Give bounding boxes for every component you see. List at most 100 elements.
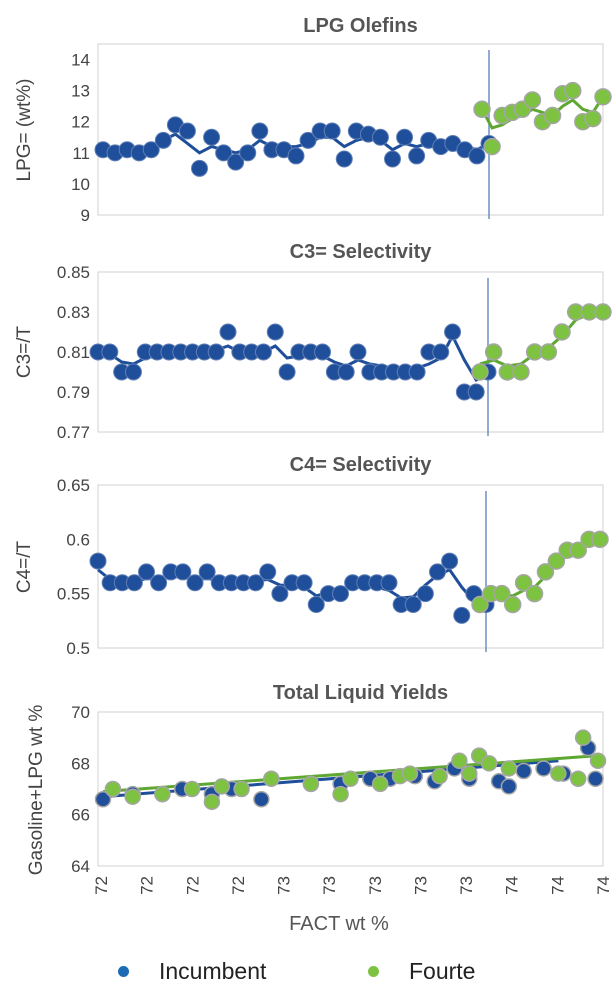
x-tick-label: 72 [229, 876, 248, 895]
y-tick-label: 0.85 [57, 263, 90, 282]
y-tick-label: 70 [71, 703, 90, 722]
data-point-incumbent [150, 574, 168, 592]
x-tick-label: 73 [366, 876, 385, 895]
data-point-incumbent [174, 563, 192, 581]
y-tick-label: 0.55 [57, 585, 90, 604]
data-point-incumbent [299, 131, 317, 149]
data-point-fourte [431, 767, 448, 785]
data-point-fourte [493, 584, 511, 603]
data-point-fourte [263, 770, 280, 787]
data-point-fourte [233, 780, 250, 798]
data-point-fourte [483, 137, 501, 156]
y-tick-label: 66 [71, 806, 90, 825]
data-point-incumbent [138, 563, 155, 581]
y-axis-label: LPG= (wt%) [14, 79, 35, 182]
data-point-fourte [547, 552, 566, 570]
data-point-incumbent [254, 343, 272, 361]
x-tick-label: 72 [92, 876, 111, 895]
data-point-incumbent [259, 563, 277, 581]
data-point-fourte [104, 780, 122, 798]
data-point-incumbent [198, 563, 216, 581]
data-point-fourte [401, 765, 419, 782]
y-tick-label: 0.5 [66, 639, 90, 658]
y-tick-label: 0.65 [57, 476, 90, 495]
y-tick-label: 9 [81, 206, 90, 225]
data-point-incumbent [125, 574, 143, 592]
data-point-incumbent [467, 383, 485, 401]
data-point-fourte [512, 363, 530, 381]
y-axis-label: C3=/T [14, 325, 35, 378]
legend-marker-incumbent [118, 966, 129, 977]
data-point-fourte [503, 595, 522, 614]
y-tick-label: 10 [71, 175, 90, 194]
data-point-fourte [553, 323, 571, 341]
trend-line-fourte [480, 96, 605, 130]
data-point-incumbent [142, 141, 160, 159]
data-point-fourte [523, 91, 542, 109]
data-point-incumbent [266, 323, 284, 341]
x-tick-label: 73 [457, 876, 476, 895]
data-point-incumbent [203, 128, 221, 146]
data-point-incumbent [314, 343, 332, 361]
y-tick-label: 11 [72, 144, 90, 163]
data-point-incumbent [307, 596, 325, 614]
chart-title: Total Liquid Yields [273, 682, 448, 704]
data-point-incumbent [535, 760, 552, 777]
data-point-fourte [154, 785, 171, 803]
data-point-fourte [536, 563, 555, 581]
data-point-incumbent [253, 791, 270, 808]
data-point-incumbent [408, 363, 426, 381]
data-point-incumbent [94, 791, 112, 808]
y-axis-label: Gasoline+LPG wt % [26, 705, 47, 876]
data-point-fourte [594, 303, 612, 321]
data-point-fourte [124, 788, 141, 805]
data-point-incumbent [332, 585, 349, 603]
data-point-incumbent [101, 343, 119, 361]
data-point-incumbent [453, 606, 471, 624]
data-point-fourte [525, 584, 544, 603]
data-point-incumbent [186, 574, 204, 592]
data-point-incumbent [396, 128, 414, 146]
data-point-incumbent [404, 596, 422, 614]
data-point-incumbent [271, 585, 289, 603]
y-tick-label: 0.77 [57, 423, 90, 442]
data-point-incumbent [89, 552, 107, 570]
data-point-incumbent [468, 147, 486, 165]
y-tick-label: 12 [71, 113, 90, 132]
legend: Incumbent Fourte [0, 958, 613, 988]
data-point-fourte [569, 770, 587, 787]
data-point-incumbent [247, 574, 265, 592]
legend-label-fourte: Fourte [409, 958, 476, 984]
data-point-incumbent [441, 552, 459, 570]
data-point-fourte [461, 765, 478, 782]
data-point-incumbent [207, 343, 225, 361]
data-point-incumbent [335, 150, 353, 168]
data-point-incumbent [380, 574, 398, 592]
legend-marker-fourte [368, 966, 379, 977]
x-axis-label: FACT wt % [289, 913, 389, 935]
data-point-incumbent [154, 131, 172, 149]
y-tick-label: 13 [71, 82, 90, 101]
x-tick-label: 73 [275, 876, 294, 895]
data-point-fourte [183, 780, 201, 798]
data-point-incumbent [515, 762, 532, 780]
data-point-fourte [342, 770, 359, 787]
data-point-fourte [471, 363, 489, 381]
data-point-incumbent [219, 323, 237, 341]
data-point-incumbent [215, 144, 233, 162]
data-point-incumbent [587, 770, 604, 787]
y-tick-label: 0.83 [57, 303, 90, 322]
data-point-fourte [203, 793, 221, 811]
x-tick-label: 72 [183, 876, 202, 895]
data-point-fourte [589, 752, 607, 770]
data-point-incumbent [227, 153, 245, 171]
data-point-fourte [584, 109, 602, 128]
data-point-incumbent [178, 122, 196, 140]
data-point-incumbent [337, 363, 355, 381]
data-point-fourte [591, 530, 609, 549]
x-tick-label: 73 [320, 876, 339, 895]
data-point-incumbent [124, 363, 142, 381]
data-point-fourte [302, 775, 320, 793]
plot-frame [97, 43, 604, 216]
data-point-fourte [543, 106, 562, 125]
